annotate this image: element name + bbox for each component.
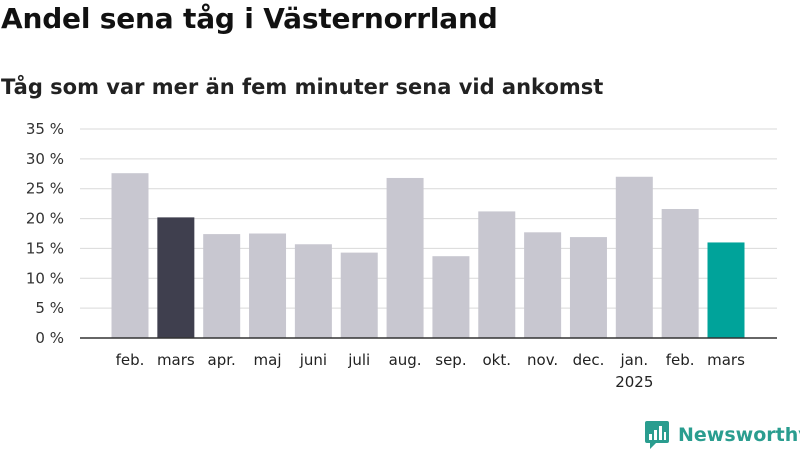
bar [661,209,699,338]
newsworthy-logo: Newsworthy [644,420,800,450]
x-tick-label: aug. [389,351,422,369]
x-tick-label: okt. [483,351,512,369]
y-tick-label: 20 % [26,210,64,228]
x-tick-label: mars [157,351,195,369]
x-tick-label: juni [299,351,327,369]
bar [203,234,241,338]
chart-title: Andel sena tåg i Västernorrland [1,2,498,35]
x-tick-sublabel: 2025 [615,373,653,391]
x-axis-ticks: feb. mars apr. maj juni juli aug. sep. okt. nov. d… [116,351,745,391]
y-tick-label: 25 % [26,180,64,198]
bars [111,173,745,338]
bar [432,256,470,338]
newsworthy-logo-icon [645,421,669,449]
y-tick-label: 35 % [26,120,64,138]
gridlines [80,128,777,309]
bar [157,217,195,338]
x-tick-label: mars [707,351,745,369]
bar [386,177,424,338]
y-tick-label: 30 % [26,150,64,168]
newsworthy-logo-text: Newsworthy [678,424,800,446]
x-tick-label: sep. [435,351,466,369]
x-tick-label: feb. [666,351,695,369]
bar [615,176,653,338]
chart-subtitle: Tåg som var mer än fem minuter sena vid … [1,75,604,99]
bar [249,233,287,338]
x-tick-label: juli [347,351,370,369]
y-tick-label: 15 % [26,239,64,257]
y-tick-label: 0 % [35,329,64,347]
x-tick-label: nov. [527,351,558,369]
bar [294,244,332,338]
bar [340,252,378,338]
bar [111,173,149,338]
x-tick-label: feb. [116,351,145,369]
bar [478,211,516,338]
bar [707,242,745,338]
y-tick-label: 5 % [35,299,64,317]
y-axis-ticks: 0 % 5 % 10 % 15 % 20 % 25 % 30 % 35 % [26,120,64,347]
x-tick-label: dec. [573,351,605,369]
bar [569,237,607,338]
bar [524,232,562,338]
y-tick-label: 10 % [26,269,64,287]
x-tick-label: apr. [208,351,236,369]
x-tick-label: jan. [619,351,648,369]
x-tick-label: maj [254,351,282,369]
